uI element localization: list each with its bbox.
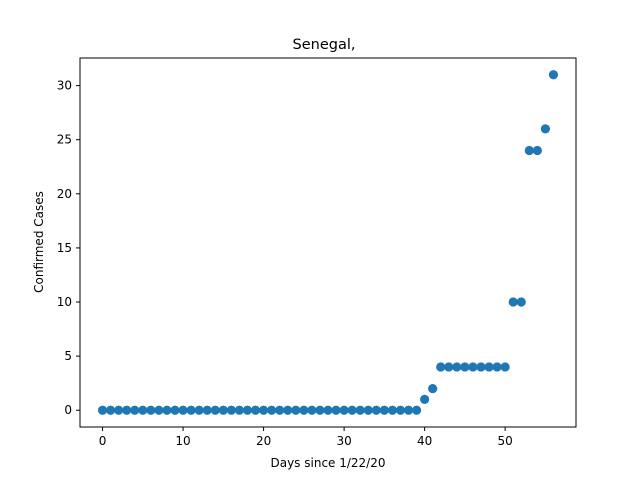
data-point (105, 405, 116, 415)
data-point (323, 405, 333, 415)
data-point (452, 362, 462, 372)
y-axis-ticks: 0 5 10 15 20 25 30 (57, 79, 80, 417)
data-point (162, 405, 172, 415)
data-point (226, 405, 236, 415)
data-point (540, 124, 551, 134)
data-point (146, 405, 156, 415)
data-point (138, 405, 148, 415)
x-tick-label: 40 (417, 434, 432, 448)
data-point (516, 297, 526, 307)
data-point (436, 362, 446, 372)
data-point (267, 405, 277, 415)
data-point (508, 297, 518, 307)
data-point (548, 70, 559, 80)
data-point (154, 405, 164, 415)
data-point (291, 405, 301, 415)
data-point (307, 405, 317, 415)
data-point (275, 405, 285, 415)
y-tick-label: 10 (57, 295, 72, 309)
data-point (524, 145, 534, 156)
data-point (242, 405, 253, 415)
data-point (234, 405, 245, 415)
data-point (186, 405, 196, 415)
y-tick-label: 5 (64, 349, 72, 363)
data-point (202, 405, 212, 415)
x-tick-label: 20 (256, 434, 271, 448)
data-point (250, 405, 261, 415)
data-point (97, 405, 108, 415)
data-point (299, 405, 309, 415)
y-tick-label: 15 (57, 241, 72, 255)
y-tick-label: 20 (57, 187, 72, 201)
data-point (411, 405, 422, 415)
y-tick-label: 30 (57, 79, 72, 93)
data-point (532, 145, 542, 156)
data-point (194, 405, 204, 415)
data-point (476, 362, 486, 372)
data-point (210, 405, 220, 415)
data-point (403, 405, 414, 415)
data-point (395, 405, 406, 415)
data-point (258, 405, 269, 415)
data-point (283, 405, 293, 415)
x-axis-label: Days since 1/22/20 (270, 456, 385, 470)
x-tick-label: 50 (498, 434, 513, 448)
x-tick-label: 10 (175, 434, 190, 448)
data-point (444, 362, 454, 372)
chart-title: Senegal, (293, 37, 356, 53)
data-point (500, 362, 510, 372)
data-point (170, 405, 180, 415)
plot-frame (79, 57, 577, 428)
x-tick-label: 0 (99, 434, 107, 448)
data-point (331, 405, 341, 415)
data-point (178, 405, 188, 415)
data-point (484, 362, 494, 372)
data-point (130, 405, 140, 415)
data-point (379, 405, 389, 415)
data-point (387, 405, 398, 415)
x-axis-ticks: 0 10 20 30 40 50 (99, 427, 513, 448)
data-points (97, 70, 559, 415)
data-point (460, 362, 470, 372)
y-tick-label: 0 (64, 403, 72, 417)
data-point (355, 405, 365, 415)
data-point (428, 383, 438, 394)
data-point (122, 405, 132, 415)
data-point (371, 405, 381, 415)
data-point (218, 405, 228, 415)
data-point (347, 405, 357, 415)
x-tick-label: 30 (336, 434, 351, 448)
data-point (363, 405, 373, 415)
y-axis-label: Confirmed Cases (32, 191, 46, 293)
data-point (420, 394, 430, 405)
data-point (492, 362, 502, 372)
data-point (339, 405, 349, 415)
data-point (315, 405, 325, 415)
data-point (114, 405, 124, 415)
y-tick-label: 25 (57, 133, 72, 147)
data-point (468, 362, 478, 372)
